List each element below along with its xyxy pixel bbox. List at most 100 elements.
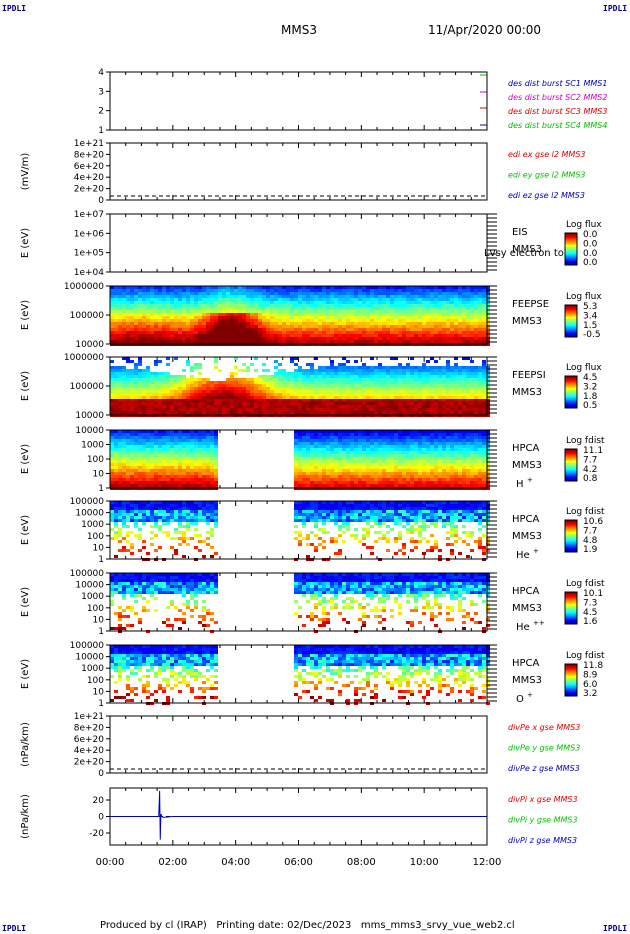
heatmap-cell [326, 478, 330, 481]
heatmap-cell [246, 402, 250, 405]
heatmap-cell [358, 378, 362, 381]
heatmap-cell [194, 396, 198, 399]
heatmap-cell [322, 448, 326, 451]
heatmap-cell [170, 478, 174, 481]
heatmap-cell [130, 378, 134, 381]
heatmap-cell [206, 334, 210, 337]
heatmap-cell [374, 408, 378, 411]
heatmap-cell [166, 328, 170, 331]
heatmap-cell [362, 484, 366, 487]
heatmap-cell [394, 411, 398, 414]
heatmap-cell [210, 313, 214, 316]
heatmap-cell [438, 301, 442, 304]
heatmap-cell [418, 411, 422, 414]
heatmap-cell [234, 316, 238, 319]
heatmap-cell [334, 393, 338, 396]
legend-entry: edi ey gse l2 MMS3 [508, 171, 586, 180]
heatmap-cell [182, 396, 186, 399]
heatmap-cell [174, 484, 178, 487]
heatmap-cell [154, 475, 158, 478]
heatmap-cell [434, 378, 438, 381]
heatmap-cell [342, 390, 346, 393]
heatmap-cell [182, 295, 186, 298]
heatmap-cell [154, 405, 158, 408]
heatmap-cell [114, 286, 118, 289]
heatmap-cell [390, 322, 394, 325]
heatmap-cell [254, 295, 258, 298]
heatmap-cell [306, 408, 310, 411]
heatmap-cell [270, 322, 274, 325]
heatmap-cell [242, 337, 246, 340]
heatmap-cell [206, 289, 210, 292]
heatmap-cell [314, 289, 318, 292]
heatmap-cell [370, 408, 374, 411]
heatmap-cell [198, 286, 202, 289]
heatmap-cell [242, 304, 246, 307]
heatmap-cell [338, 469, 342, 472]
heatmap-cell [346, 463, 350, 466]
heatmap-cell [222, 298, 226, 301]
heatmap-cell [318, 472, 322, 475]
heatmap-cell [310, 460, 314, 463]
heatmap-cell [370, 478, 374, 481]
heatmap-cell [350, 460, 354, 463]
heatmap-cell [146, 405, 150, 408]
heatmap-cell [246, 286, 250, 289]
heatmap-cell [406, 292, 410, 295]
heatmap-cell [234, 337, 238, 340]
heatmap-cell [294, 436, 298, 439]
heatmap-cell [282, 295, 286, 298]
heatmap-cell [458, 337, 462, 340]
heatmap-cell [366, 463, 370, 466]
heatmap-cell [378, 439, 382, 442]
heatmap-cell [470, 328, 474, 331]
heatmap-cell [254, 396, 258, 399]
heatmap-cell [274, 384, 278, 387]
heatmap-cell [402, 286, 406, 289]
heatmap-cell [430, 369, 434, 372]
heatmap-cell [250, 384, 254, 387]
heatmap-cell [422, 396, 426, 399]
heatmap-cell [330, 466, 334, 469]
heatmap-cell [130, 286, 134, 289]
heatmap-cell [142, 460, 146, 463]
heatmap-cell [354, 454, 358, 457]
heatmap-cell [362, 378, 366, 381]
heatmap-cell [114, 375, 118, 378]
heatmap-cell [146, 325, 150, 328]
heatmap-cell [390, 340, 394, 343]
y-tick-label: 1e+21 [74, 139, 104, 149]
heatmap-cell [446, 393, 450, 396]
heatmap-cell [386, 387, 390, 390]
heatmap-cell [266, 387, 270, 390]
heatmap-cell [114, 399, 118, 402]
heatmap-cell [318, 405, 322, 408]
heatmap-cell [162, 292, 166, 295]
heatmap-cell [174, 469, 178, 472]
heatmap-cell [230, 310, 234, 313]
heatmap-cell [254, 289, 258, 292]
heatmap-cell [302, 457, 306, 460]
heatmap-cell [230, 399, 234, 402]
heatmap-cell [434, 381, 438, 384]
heatmap-cell [166, 372, 170, 375]
heatmap-cell [114, 436, 118, 439]
heatmap-cell [194, 466, 198, 469]
heatmap-cell [442, 384, 446, 387]
heatmap-cell [238, 298, 242, 301]
heatmap-cell [150, 430, 154, 433]
heatmap-cell [298, 337, 302, 340]
heatmap-cell [486, 414, 490, 417]
heatmap-cell [474, 331, 478, 334]
heatmap-cell [394, 319, 398, 322]
heatmap-cell [134, 408, 138, 411]
heatmap-cell [414, 402, 418, 405]
heatmap-cell [174, 454, 178, 457]
heatmap-cell [406, 310, 410, 313]
heatmap-cell [110, 472, 114, 475]
heatmap-cell [482, 307, 486, 310]
heatmap-cell [318, 445, 322, 448]
heatmap-cell [198, 463, 202, 466]
heatmap-cell [186, 396, 190, 399]
heatmap-cell [298, 381, 302, 384]
